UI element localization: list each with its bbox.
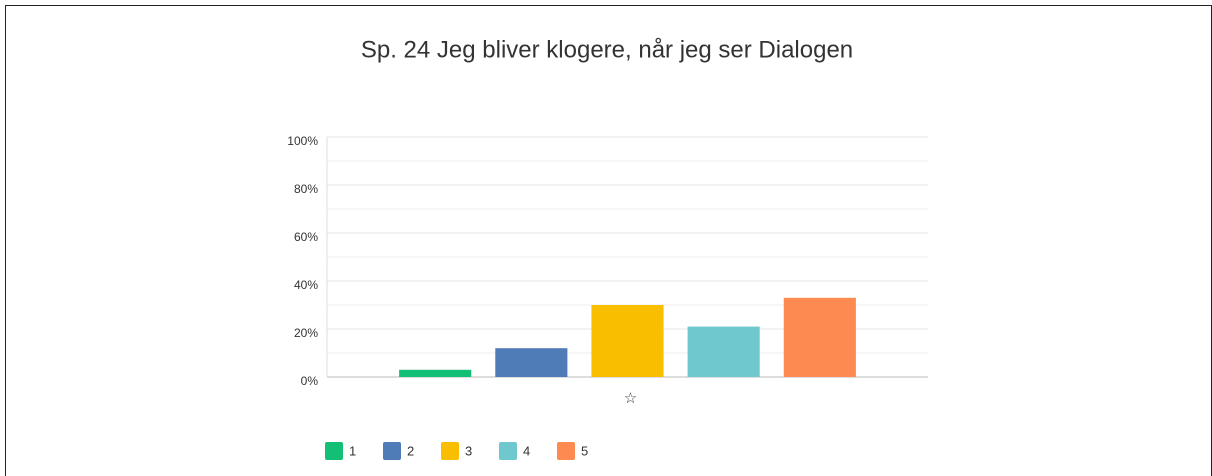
y-tick-label: 20% <box>294 326 318 340</box>
bar <box>783 297 856 377</box>
bar <box>687 326 760 377</box>
y-tick-label: 100% <box>287 134 318 148</box>
legend-swatch <box>441 442 459 460</box>
legend-label: 1 <box>349 443 356 458</box>
legend-swatch <box>383 442 401 460</box>
y-tick-label: 0% <box>301 374 319 388</box>
legend-label: 2 <box>407 443 414 458</box>
chart-title: Sp. 24 Jeg bliver klogere, når jeg ser D… <box>361 36 853 63</box>
bar <box>399 369 472 377</box>
bar <box>495 348 568 377</box>
legend-label: 5 <box>581 443 588 458</box>
bar <box>591 305 664 377</box>
legend-swatch <box>499 442 517 460</box>
y-tick-label: 60% <box>294 230 318 244</box>
legend-swatch <box>325 442 343 460</box>
y-tick-label: 80% <box>294 182 318 196</box>
legend-swatch <box>557 442 575 460</box>
legend-label: 4 <box>523 443 530 458</box>
frame <box>5 5 1212 476</box>
x-tick-label: ☆ <box>624 390 637 407</box>
y-tick-label: 40% <box>294 278 318 292</box>
legend-label: 3 <box>465 443 472 458</box>
